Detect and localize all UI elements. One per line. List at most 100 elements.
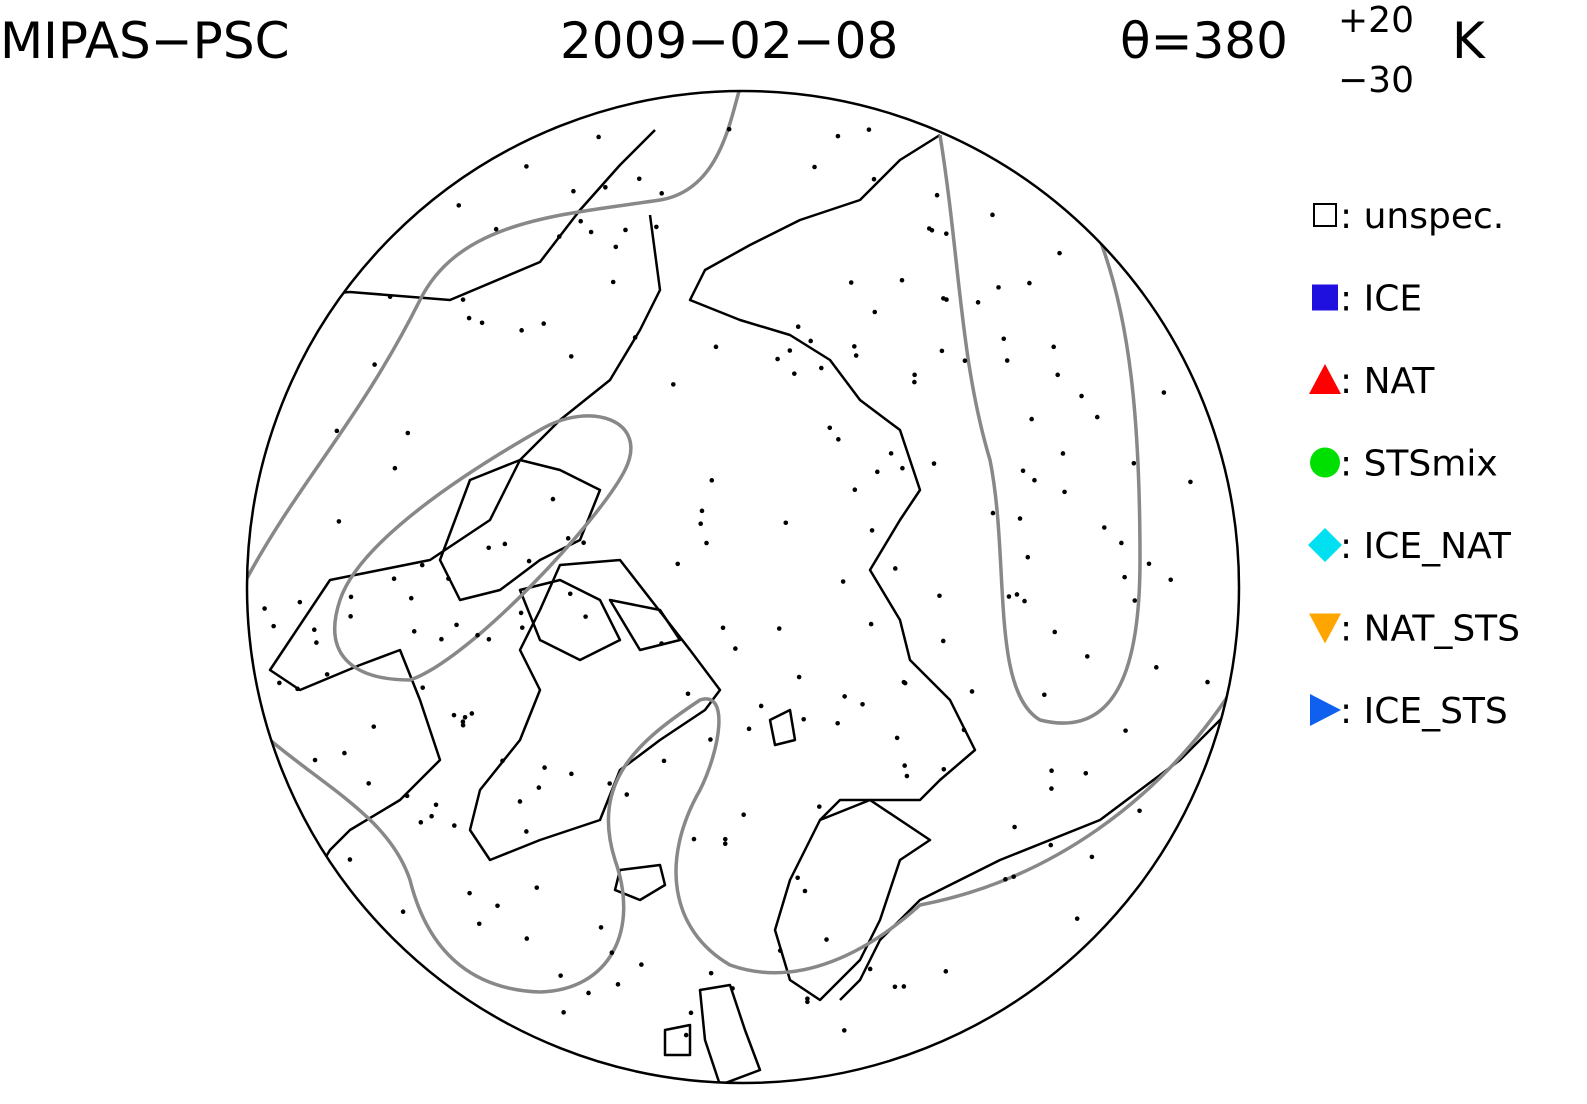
measurement-point [541,321,547,326]
measurement-point [659,191,664,196]
measurement-point [460,722,466,728]
measurement-point [962,358,968,363]
measurement-point [561,1010,566,1015]
measurement-point [486,636,492,642]
measurement-point [460,719,466,725]
measurement-point [817,804,822,809]
measurement-point [451,712,457,718]
measurement-point [400,909,406,915]
measurement-point [454,622,459,628]
map-area [247,91,1239,1083]
measurement-point [1060,451,1066,456]
measurement-point [860,702,865,707]
measurement-point [708,737,713,742]
measurement-point [568,354,574,359]
measurement-point [1004,358,1010,363]
measurement-point [336,519,342,524]
measurement-point [869,528,875,533]
measurement-point [460,297,466,302]
measurement-point [943,231,949,236]
legend-label: : STSmix [1340,444,1498,485]
measurement-point [937,593,942,599]
legend: : unspec.: ICE: NAT: STSmix: ICE_NAT: NA… [1308,196,1520,732]
measurement-point [586,990,591,996]
measurement-point [835,720,840,726]
measurement-point [556,234,562,239]
measurement-point [411,629,417,634]
measurement-point [805,999,810,1005]
measurement-point [787,348,793,353]
measurement-point [1084,654,1090,659]
measurement-point [1011,874,1016,879]
measurement-point [912,379,917,385]
measurement-point [1049,786,1054,791]
measurement-point [1027,280,1032,286]
measurement-point [818,365,824,371]
temperature-contour [938,134,1142,725]
measurement-point [867,966,873,972]
measurement-point [1161,390,1167,395]
measurement-point [899,277,905,283]
measurement-point [486,545,491,551]
temperature-contour [268,689,1234,994]
measurement-point [1062,489,1067,495]
measurement-point [1146,561,1152,567]
measurement-point [569,771,574,777]
coastline-iceland [613,863,667,902]
legend-symbol [1312,284,1338,311]
measurement-point [835,133,841,139]
measurement-point [1101,525,1107,530]
measurement-point [1001,336,1007,342]
measurement-point [852,487,858,493]
measurement-point [1083,770,1089,776]
measurement-point [632,335,638,340]
measurement-point [493,226,499,232]
measurement-point [536,785,542,790]
measurement-point [1205,679,1210,685]
theta-plus: +20 [1338,0,1414,41]
legend-label: : NAT_STS [1340,609,1520,650]
measurement-point [429,813,434,819]
measurement-point [926,226,932,231]
measurement-point [419,562,425,568]
measurement-point [691,836,697,842]
measurement-point [1089,854,1095,860]
measurement-point [996,285,1001,290]
measurement-point [827,425,833,431]
measurement-point [542,765,547,770]
measurement-point [607,781,612,786]
measurement-point [334,428,340,434]
measurement-point [943,969,949,974]
measurement-point [840,579,846,584]
measurement-point [392,465,398,471]
measurement-point [722,841,728,847]
measurement-point [524,936,530,941]
measurement-point [311,627,317,633]
measurement-point [565,536,571,541]
measurement-point [775,356,780,362]
measurement-point [347,857,353,862]
measurement-point [1025,554,1031,560]
measurement-point [875,469,880,475]
measurement-point [901,984,907,989]
measurement-point [583,614,588,619]
measurement-point [446,576,451,581]
measurement-point [519,328,524,333]
measurement-point [342,750,347,756]
map-border [245,89,1241,1085]
measurement-point [795,324,801,330]
measurement-point [502,541,508,547]
measurement-point [808,338,813,344]
measurement-point [534,885,540,890]
measurement-point [1032,477,1037,483]
measurement-point [812,164,817,170]
temperature-contour [247,91,742,581]
measurement-point [366,781,371,786]
legend-label: : unspec. [1340,196,1504,237]
measurement-point [613,244,619,250]
measurement-point [709,478,715,483]
measurement-point [314,640,319,645]
measurement-point [852,344,857,349]
measurement-point [262,606,267,611]
legend-symbol [1309,364,1341,394]
